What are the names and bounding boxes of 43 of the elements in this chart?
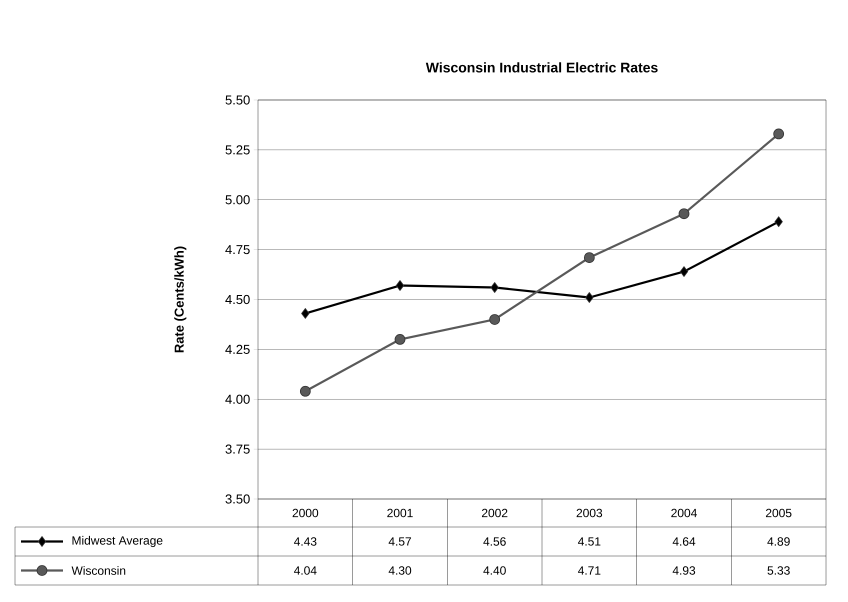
data-label: 4.40 xyxy=(483,566,506,575)
point xyxy=(773,128,784,140)
data-label: 4.04 xyxy=(294,566,317,575)
data-label: 4.43 xyxy=(294,537,316,546)
x-tick-label: 2001 xyxy=(387,508,413,518)
x-tick-label: 2003 xyxy=(576,508,602,518)
point xyxy=(396,280,404,291)
y-tick-label: 3.75 xyxy=(226,444,250,454)
point xyxy=(584,252,595,263)
point xyxy=(680,266,688,277)
point xyxy=(301,308,310,319)
y-tick-label: 5.25 xyxy=(226,145,250,154)
data-label: 4.64 xyxy=(672,537,696,546)
y-axis-title: Rate (Cents/kWh) xyxy=(174,246,186,352)
data-label: 4.89 xyxy=(767,537,790,546)
point xyxy=(300,386,311,397)
data-label: 4.30 xyxy=(388,566,412,575)
data-label: 4.51 xyxy=(578,537,600,546)
point xyxy=(394,334,406,345)
y-tick-label: 4.50 xyxy=(225,294,250,304)
y-tick-label: 5.00 xyxy=(226,195,250,204)
x-tick-label: 2004 xyxy=(671,508,697,518)
point xyxy=(585,292,594,303)
point xyxy=(678,208,690,220)
data-label: 5.33 xyxy=(768,566,790,575)
point xyxy=(489,314,500,325)
data-label: 4.57 xyxy=(388,537,412,546)
y-tick-label: 4.25 xyxy=(225,344,250,354)
y-tick-label: 4.75 xyxy=(225,245,250,254)
chart-title: Wisconsin Industrial Electric Rates xyxy=(426,62,658,72)
y-tick-label: 3.50 xyxy=(226,494,250,504)
x-tick-label: 2005 xyxy=(766,508,792,518)
point xyxy=(774,216,783,228)
y-tick-label: 4.00 xyxy=(225,394,250,404)
data-label: 4.56 xyxy=(483,537,506,546)
x-tick-label: 2002 xyxy=(482,508,508,518)
y-tick-label: 5.50 xyxy=(226,95,250,105)
data-label: 4.71 xyxy=(578,566,600,575)
data-label: 4.93 xyxy=(672,566,696,575)
point xyxy=(490,282,499,293)
legend-label: Midwest Average xyxy=(72,536,162,548)
x-tick-label: 2000 xyxy=(292,508,318,518)
legend-label: Wisconsin xyxy=(72,566,126,575)
